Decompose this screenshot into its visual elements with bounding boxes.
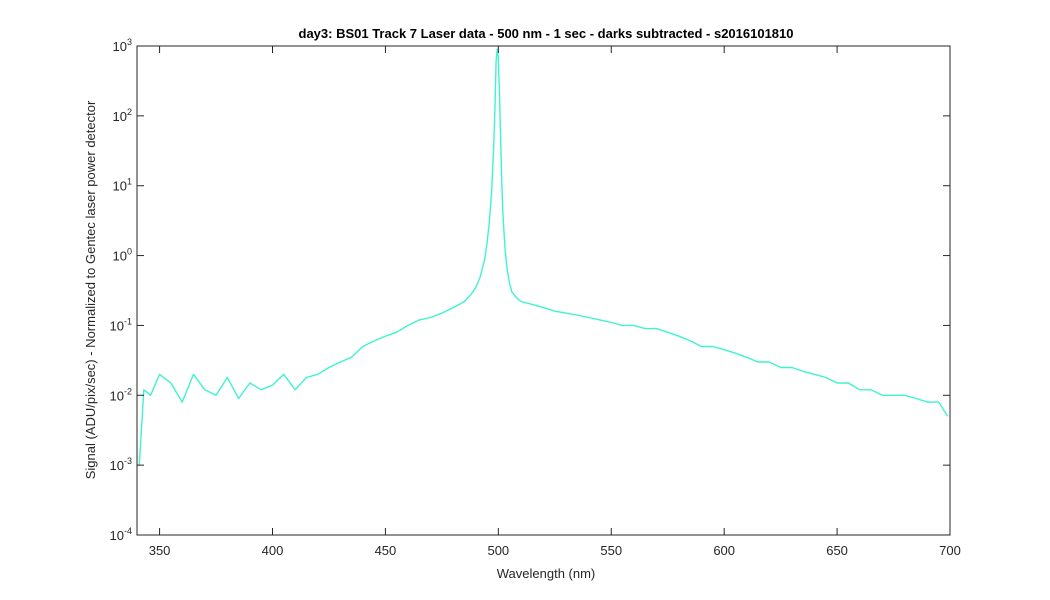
- x-tick-label: 550: [600, 543, 622, 558]
- y-axis-label: Signal (ADU/pix/sec) - Normalized to Gen…: [83, 100, 98, 479]
- x-tick-label: 350: [149, 543, 171, 558]
- y-ticks: 10-4 10-3 10-2 10-1 100 101 102 103: [110, 37, 950, 543]
- x-tick-label: 400: [262, 543, 284, 558]
- x-ticks: 350 400 450 500 550 600 650 700: [149, 46, 961, 558]
- plot-lines: [138, 48, 949, 466]
- y-tick-label: 102: [113, 107, 132, 124]
- y-tick-label: 103: [113, 37, 132, 54]
- y-tick-label: 10-1: [110, 316, 132, 333]
- y-tick-label: 100: [113, 247, 132, 264]
- x-tick-label: 600: [713, 543, 735, 558]
- x-tick-label: 650: [826, 543, 848, 558]
- series-line-0: [138, 48, 949, 466]
- x-axis-label: Wavelength (nm): [497, 566, 596, 581]
- x-tick-label: 500: [487, 543, 509, 558]
- axes-box: [136, 45, 951, 536]
- y-tick-label: 10-4: [110, 526, 132, 543]
- y-tick-label: 101: [113, 177, 132, 194]
- chart-title: day3: BS01 Track 7 Laser data - 500 nm -…: [299, 26, 794, 41]
- x-tick-label: 450: [375, 543, 397, 558]
- y-tick-label: 10-3: [110, 456, 132, 473]
- x-tick-label: 700: [939, 543, 961, 558]
- y-tick-label: 10-2: [110, 386, 132, 403]
